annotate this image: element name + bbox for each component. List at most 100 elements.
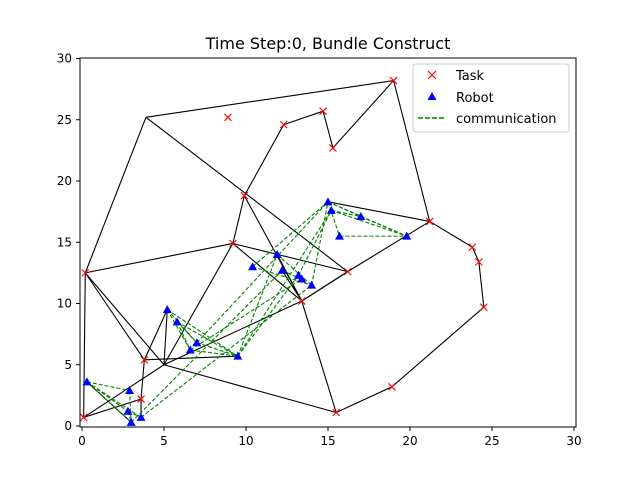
robot-marker	[192, 338, 202, 347]
task-edge	[163, 243, 234, 366]
task-edge	[243, 124, 285, 196]
task-edge	[140, 359, 145, 400]
legend-task-label: Task	[455, 69, 485, 84]
robot-marker	[323, 197, 333, 206]
communication-edge	[331, 209, 407, 237]
task-edge	[163, 364, 337, 414]
task-edge	[145, 116, 349, 273]
task-marker	[140, 355, 149, 364]
task-marker	[81, 268, 90, 277]
y-tick-label: 0	[64, 419, 72, 433]
x-tick-label: 0	[78, 434, 86, 448]
task-marker	[468, 243, 477, 252]
communication-edge	[196, 342, 238, 357]
y-tick-label: 5	[64, 358, 72, 372]
communication-edge	[276, 254, 312, 286]
task-edge	[301, 300, 337, 413]
communication-edge	[237, 210, 332, 357]
communication-edge	[86, 381, 130, 392]
x-tick-label: 10	[238, 434, 253, 448]
task-marker	[425, 217, 434, 226]
task-edge	[163, 309, 168, 365]
x-tick-label: 20	[402, 434, 417, 448]
task-edge	[84, 117, 147, 274]
communication-edge	[252, 201, 329, 268]
task-edge	[429, 220, 473, 248]
communication-edge	[237, 274, 299, 357]
task-edge	[143, 309, 168, 361]
task-marker	[332, 408, 341, 417]
task-marker	[79, 413, 88, 422]
task-marker	[224, 113, 232, 122]
task-edge	[84, 272, 165, 366]
y-tick-label: 30	[57, 52, 72, 66]
y-tick-label: 25	[57, 113, 72, 127]
communication-edge	[297, 210, 332, 276]
task-edge	[478, 261, 485, 308]
communication-edge	[176, 321, 191, 351]
task-edge	[347, 220, 430, 273]
chart-title: Time Step:0, Bundle Construct	[205, 34, 451, 53]
robot-marker	[334, 231, 344, 240]
task-edge	[471, 246, 480, 263]
robot-marker	[307, 280, 317, 289]
task-edge	[327, 201, 430, 222]
task-edge	[301, 271, 348, 302]
task-marker	[474, 257, 483, 266]
task-edge	[283, 110, 324, 126]
communication-edge	[166, 309, 191, 351]
communication-edge	[86, 381, 132, 423]
communication-edge	[166, 309, 239, 357]
communication-edge	[190, 349, 238, 357]
task-marker	[389, 76, 398, 85]
legend: Task Robot communication	[412, 63, 570, 133]
task-edge	[335, 386, 393, 414]
robot-marker	[172, 317, 182, 326]
x-tick-label: 15	[320, 434, 335, 448]
task-marker	[137, 395, 145, 403]
communication-edge	[311, 201, 329, 286]
task-marker	[240, 191, 249, 200]
task-edge	[232, 243, 303, 302]
robot-marker	[326, 205, 336, 214]
task-marker	[228, 239, 237, 248]
task-edge	[322, 111, 334, 149]
task-edge	[232, 195, 245, 244]
robot-marker	[185, 345, 195, 354]
communication-edge	[129, 390, 132, 423]
robot-marker	[125, 385, 135, 394]
robot-marker	[82, 377, 92, 386]
y-tick-label: 10	[57, 297, 72, 311]
task-edge	[83, 398, 142, 418]
communication-edge	[237, 254, 278, 357]
task-edge	[144, 355, 238, 361]
robot-marker	[272, 250, 282, 258]
robot-markers	[82, 197, 412, 426]
task-edge	[332, 80, 395, 149]
x-tick-label: 25	[484, 434, 499, 448]
task-edge	[85, 242, 233, 274]
task-marker	[479, 303, 488, 312]
communication-edge	[196, 201, 329, 344]
communication-edge	[189, 278, 303, 351]
task-edge	[393, 80, 431, 222]
legend-robot-marker	[427, 92, 437, 100]
communication-edge	[360, 216, 407, 237]
task-marker	[388, 382, 396, 391]
legend-robot-label: Robot	[456, 91, 494, 106]
task-markers	[79, 76, 488, 422]
communication-edge	[86, 381, 142, 418]
legend-task-marker	[427, 70, 437, 80]
task-marker	[297, 297, 306, 305]
robot-marker	[356, 212, 366, 221]
task-edge	[83, 364, 165, 418]
task-edge	[84, 272, 145, 361]
legend-communication-label: communication	[456, 112, 557, 127]
task-marker	[319, 107, 327, 116]
communication-edge	[327, 201, 341, 237]
task-marker	[279, 120, 288, 129]
robot-marker	[297, 274, 307, 283]
x-tick-label: 30	[566, 434, 581, 448]
task-marker	[343, 267, 352, 276]
robot-marker	[248, 262, 258, 271]
